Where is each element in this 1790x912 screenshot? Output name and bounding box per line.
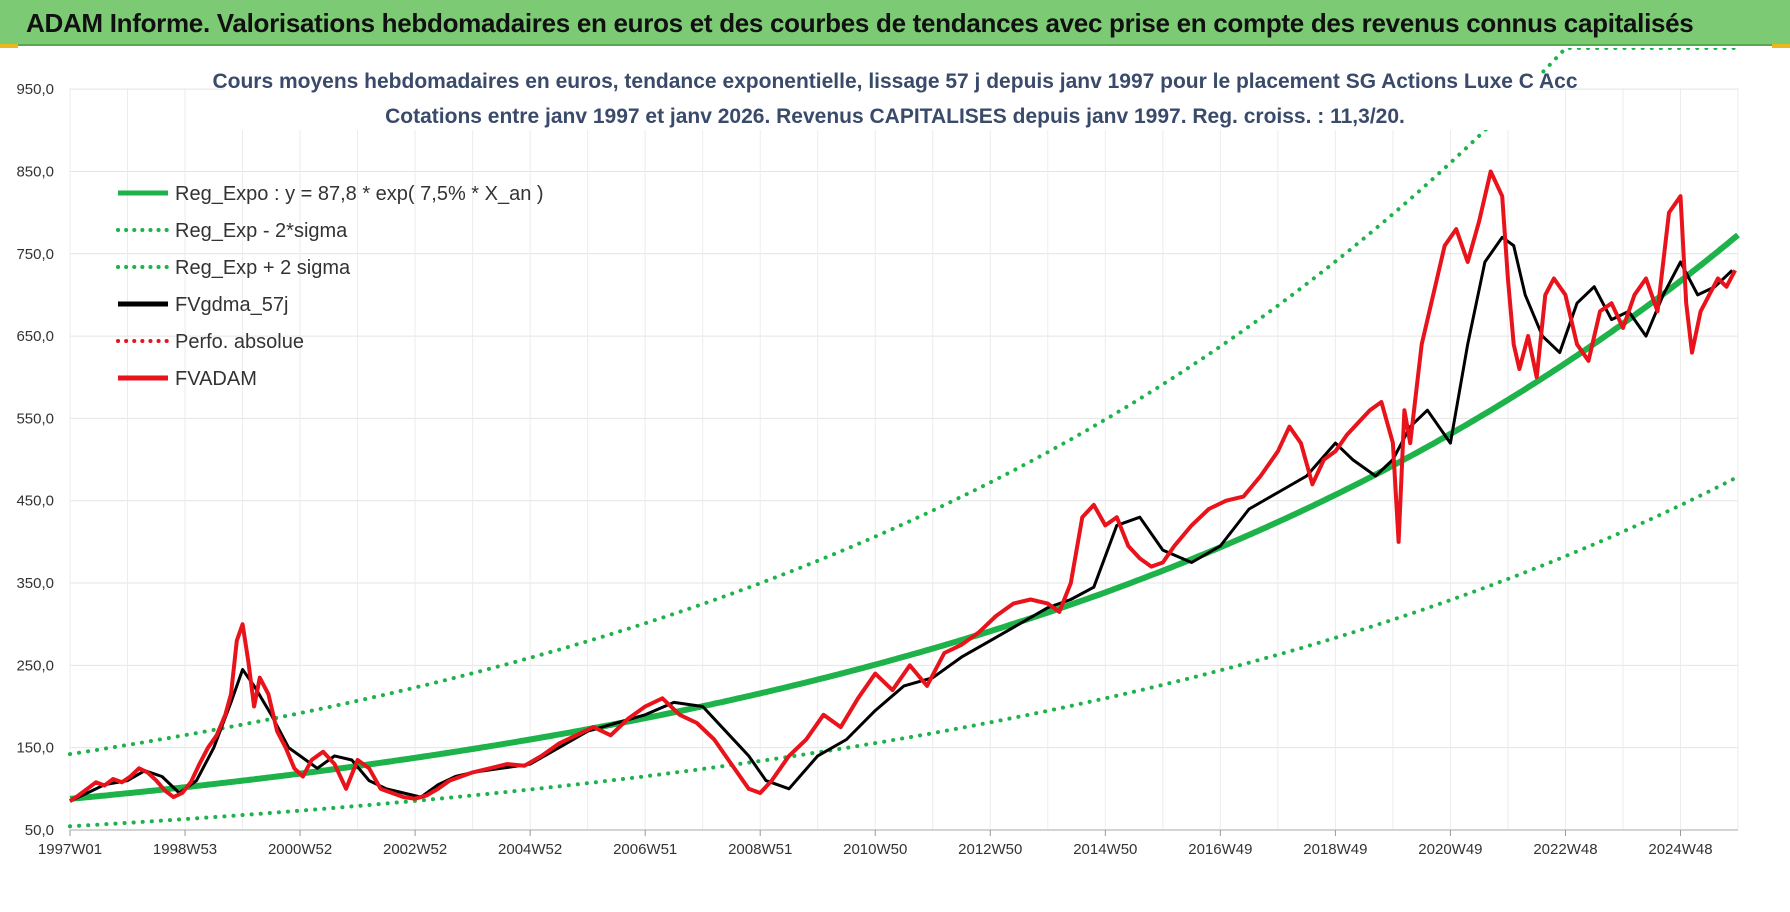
x-tick-label: 2004W52 — [498, 841, 562, 858]
legend-label: Reg_Exp + 2 sigma — [175, 257, 351, 279]
series-reg-expo — [69, 232, 1740, 802]
corner-marker-left — [0, 44, 18, 49]
x-tick-label: 1998W53 — [153, 841, 217, 858]
y-tick-label: 850,0 — [16, 163, 54, 180]
x-tick-label: 2002W52 — [383, 841, 447, 858]
x-tick-label: 2000W52 — [268, 841, 332, 858]
series-reg-minus-2sigma — [68, 474, 1740, 829]
y-tick-label: 750,0 — [16, 246, 54, 263]
y-tick-label: 350,0 — [16, 575, 54, 592]
legend-label: FVADAM — [175, 368, 257, 390]
corner-marker-right — [1772, 44, 1790, 49]
x-tick-label: 2022W48 — [1533, 841, 1597, 858]
y-tick-label: 550,0 — [16, 410, 54, 427]
legend-label: Reg_Exp - 2*sigma — [175, 220, 348, 242]
y-tick-label: 50,0 — [25, 822, 54, 839]
header-banner: ADAM Informe. Valorisations hebdomadaire… — [0, 0, 1790, 46]
x-tick-label: 2018W49 — [1303, 841, 1367, 858]
x-tick-label: 2010W50 — [843, 841, 907, 858]
y-tick-label: 150,0 — [16, 740, 54, 757]
legend-label: Reg_Expo : y = 87,8 * exp( 7,5% * X_an ) — [175, 183, 544, 205]
chart-background — [0, 48, 1790, 910]
series-fvadam — [68, 169, 1737, 803]
banner-title: ADAM Informe. Valorisations hebdomadaire… — [26, 8, 1694, 38]
legend-label: FVgdma_57j — [175, 294, 288, 316]
x-tick-label: 2020W49 — [1418, 841, 1482, 858]
x-tick-label: 2014W50 — [1073, 841, 1137, 858]
chart-series — [68, 48, 1740, 829]
chart-subtitle: Cotations entre janv 1997 et janv 2026. … — [385, 105, 1405, 128]
chart-title: Cours moyens hebdomadaires en euros, ten… — [212, 70, 1577, 93]
x-tick-label: 2008W51 — [728, 841, 792, 858]
y-axis-ticks: 50,0 150,0 250,0 350,0 450,0 550,0 650,0 750,0 8… — [16, 81, 54, 839]
y-tick-label: 250,0 — [16, 657, 54, 674]
legend: Reg_Expo : y = 87,8 * exp( 7,5% * X_an )… — [116, 183, 544, 390]
y-tick-label: 950,0 — [16, 81, 54, 98]
series-reg-plus-2sigma — [68, 48, 1740, 757]
legend-label: Perfo. absolue — [175, 331, 304, 353]
title-background — [225, 62, 1540, 130]
x-tick-label: 2024W48 — [1648, 841, 1712, 858]
x-tick-label: 2006W51 — [613, 841, 677, 858]
x-tick-label: 2012W50 — [958, 841, 1022, 858]
x-tick-label: 1997W01 — [38, 841, 102, 858]
y-tick-label: 650,0 — [16, 328, 54, 345]
series-fvgdma-57j — [69, 235, 1734, 803]
x-axis-ticks: 1997W01 1998W53 2000W52 2002W52 2004W52 2006W… — [38, 830, 1713, 858]
y-tick-label: 450,0 — [16, 493, 54, 510]
line-chart: 50,0 150,0 250,0 350,0 450,0 550,0 650,0 750,0 8… — [0, 48, 1790, 910]
x-tick-label: 2016W49 — [1188, 841, 1252, 858]
